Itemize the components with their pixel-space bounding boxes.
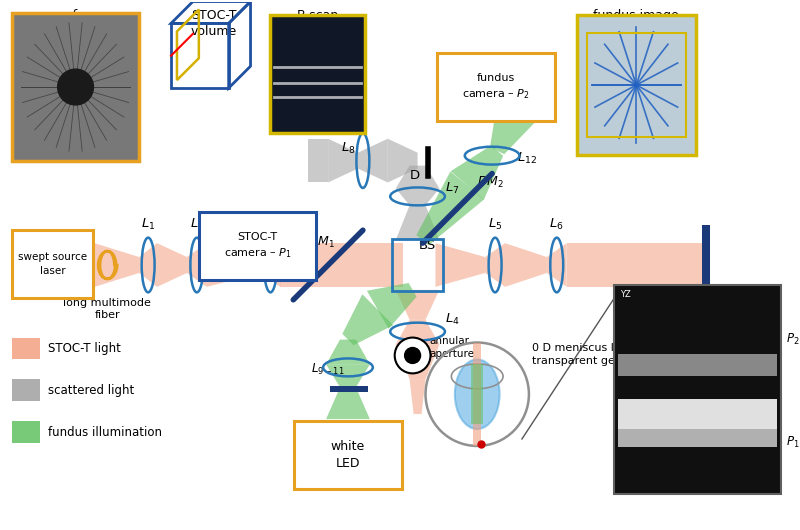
Text: $P_2$: $P_2$ [786, 332, 800, 347]
Bar [12, 379, 40, 401]
Text: STOC-T
camera – $P_1$: STOC-T camera – $P_1$ [224, 232, 291, 260]
Bar [702, 225, 710, 305]
Bar [12, 13, 139, 161]
Text: fundus illumination: fundus illumination [48, 426, 162, 438]
Text: $L_5$: $L_5$ [488, 217, 502, 232]
FancyBboxPatch shape [294, 421, 402, 489]
Polygon shape [396, 320, 439, 344]
Polygon shape [566, 243, 706, 287]
Polygon shape [358, 139, 388, 182]
Circle shape [405, 348, 421, 364]
Polygon shape [435, 243, 485, 287]
Text: $DM_1$: $DM_1$ [308, 235, 335, 250]
Polygon shape [206, 243, 261, 287]
Polygon shape [471, 365, 483, 424]
Bar [586, 33, 686, 137]
Polygon shape [388, 139, 418, 182]
Polygon shape [326, 365, 370, 387]
Polygon shape [328, 139, 358, 182]
Polygon shape [157, 243, 187, 287]
Polygon shape [396, 344, 439, 379]
Text: 0 D meniscus lens
transparent gel: 0 D meniscus lens transparent gel [532, 343, 634, 366]
Bar [577, 15, 696, 155]
Polygon shape [496, 69, 538, 116]
Text: en face: en face [53, 10, 98, 22]
Polygon shape [308, 139, 328, 182]
Bar [614, 285, 782, 493]
Text: STOC-T light: STOC-T light [48, 342, 121, 355]
Bar [618, 429, 778, 447]
Text: $L_3$: $L_3$ [263, 217, 278, 232]
Polygon shape [94, 243, 139, 287]
Polygon shape [187, 243, 206, 287]
Bar [171, 23, 229, 88]
Polygon shape [280, 243, 328, 287]
Polygon shape [261, 243, 280, 287]
Text: $L_6$: $L_6$ [550, 217, 564, 232]
Polygon shape [547, 243, 566, 287]
Bar [392, 239, 443, 291]
Polygon shape [367, 283, 417, 329]
Text: B-scan: B-scan [297, 10, 339, 22]
Polygon shape [342, 294, 394, 345]
Bar [618, 355, 778, 376]
Circle shape [58, 69, 94, 105]
Text: fundus image: fundus image [594, 10, 679, 22]
Polygon shape [474, 342, 481, 446]
Polygon shape [410, 379, 426, 414]
Text: white
LED: white LED [331, 440, 365, 470]
Text: $P_1$: $P_1$ [786, 435, 800, 449]
Text: YZ: YZ [620, 290, 631, 299]
Text: annular
aperture: annular aperture [430, 337, 474, 359]
Bar [270, 15, 365, 133]
Text: $L_{9-11}$: $L_{9-11}$ [311, 361, 345, 376]
Polygon shape [485, 243, 505, 287]
Bar [618, 399, 778, 431]
Text: BS: BS [419, 239, 436, 252]
Text: STOC-T
volume: STOC-T volume [190, 10, 237, 39]
Bar [12, 421, 40, 443]
FancyBboxPatch shape [438, 53, 554, 121]
Text: scattered light: scattered light [48, 384, 134, 397]
Text: fundus
camera – $P_2$: fundus camera – $P_2$ [462, 73, 530, 101]
Circle shape [394, 338, 430, 373]
Text: D: D [410, 169, 419, 182]
FancyBboxPatch shape [12, 230, 94, 298]
Polygon shape [450, 146, 503, 200]
Bar [330, 386, 368, 392]
Ellipse shape [455, 359, 499, 429]
Text: $L_1$: $L_1$ [141, 217, 155, 232]
Text: long multimode
fiber: long multimode fiber [63, 298, 151, 320]
Polygon shape [326, 387, 370, 419]
Bar [12, 338, 40, 359]
Polygon shape [139, 243, 157, 287]
Text: $L_8$: $L_8$ [342, 141, 356, 156]
Text: $L_2$: $L_2$ [190, 217, 204, 232]
Text: $L_4$: $L_4$ [446, 312, 460, 327]
Text: $L_7$: $L_7$ [446, 181, 460, 196]
Polygon shape [490, 101, 537, 154]
Polygon shape [416, 172, 484, 245]
Polygon shape [396, 290, 439, 320]
Polygon shape [326, 340, 370, 365]
Text: $L_{12}$: $L_{12}$ [517, 151, 537, 166]
Polygon shape [396, 189, 439, 205]
Polygon shape [505, 243, 547, 287]
Polygon shape [396, 165, 439, 189]
Text: $DM_2$: $DM_2$ [478, 175, 504, 190]
Text: swept source
laser: swept source laser [18, 252, 87, 276]
FancyBboxPatch shape [199, 213, 316, 280]
Polygon shape [328, 243, 402, 287]
Polygon shape [396, 205, 439, 240]
